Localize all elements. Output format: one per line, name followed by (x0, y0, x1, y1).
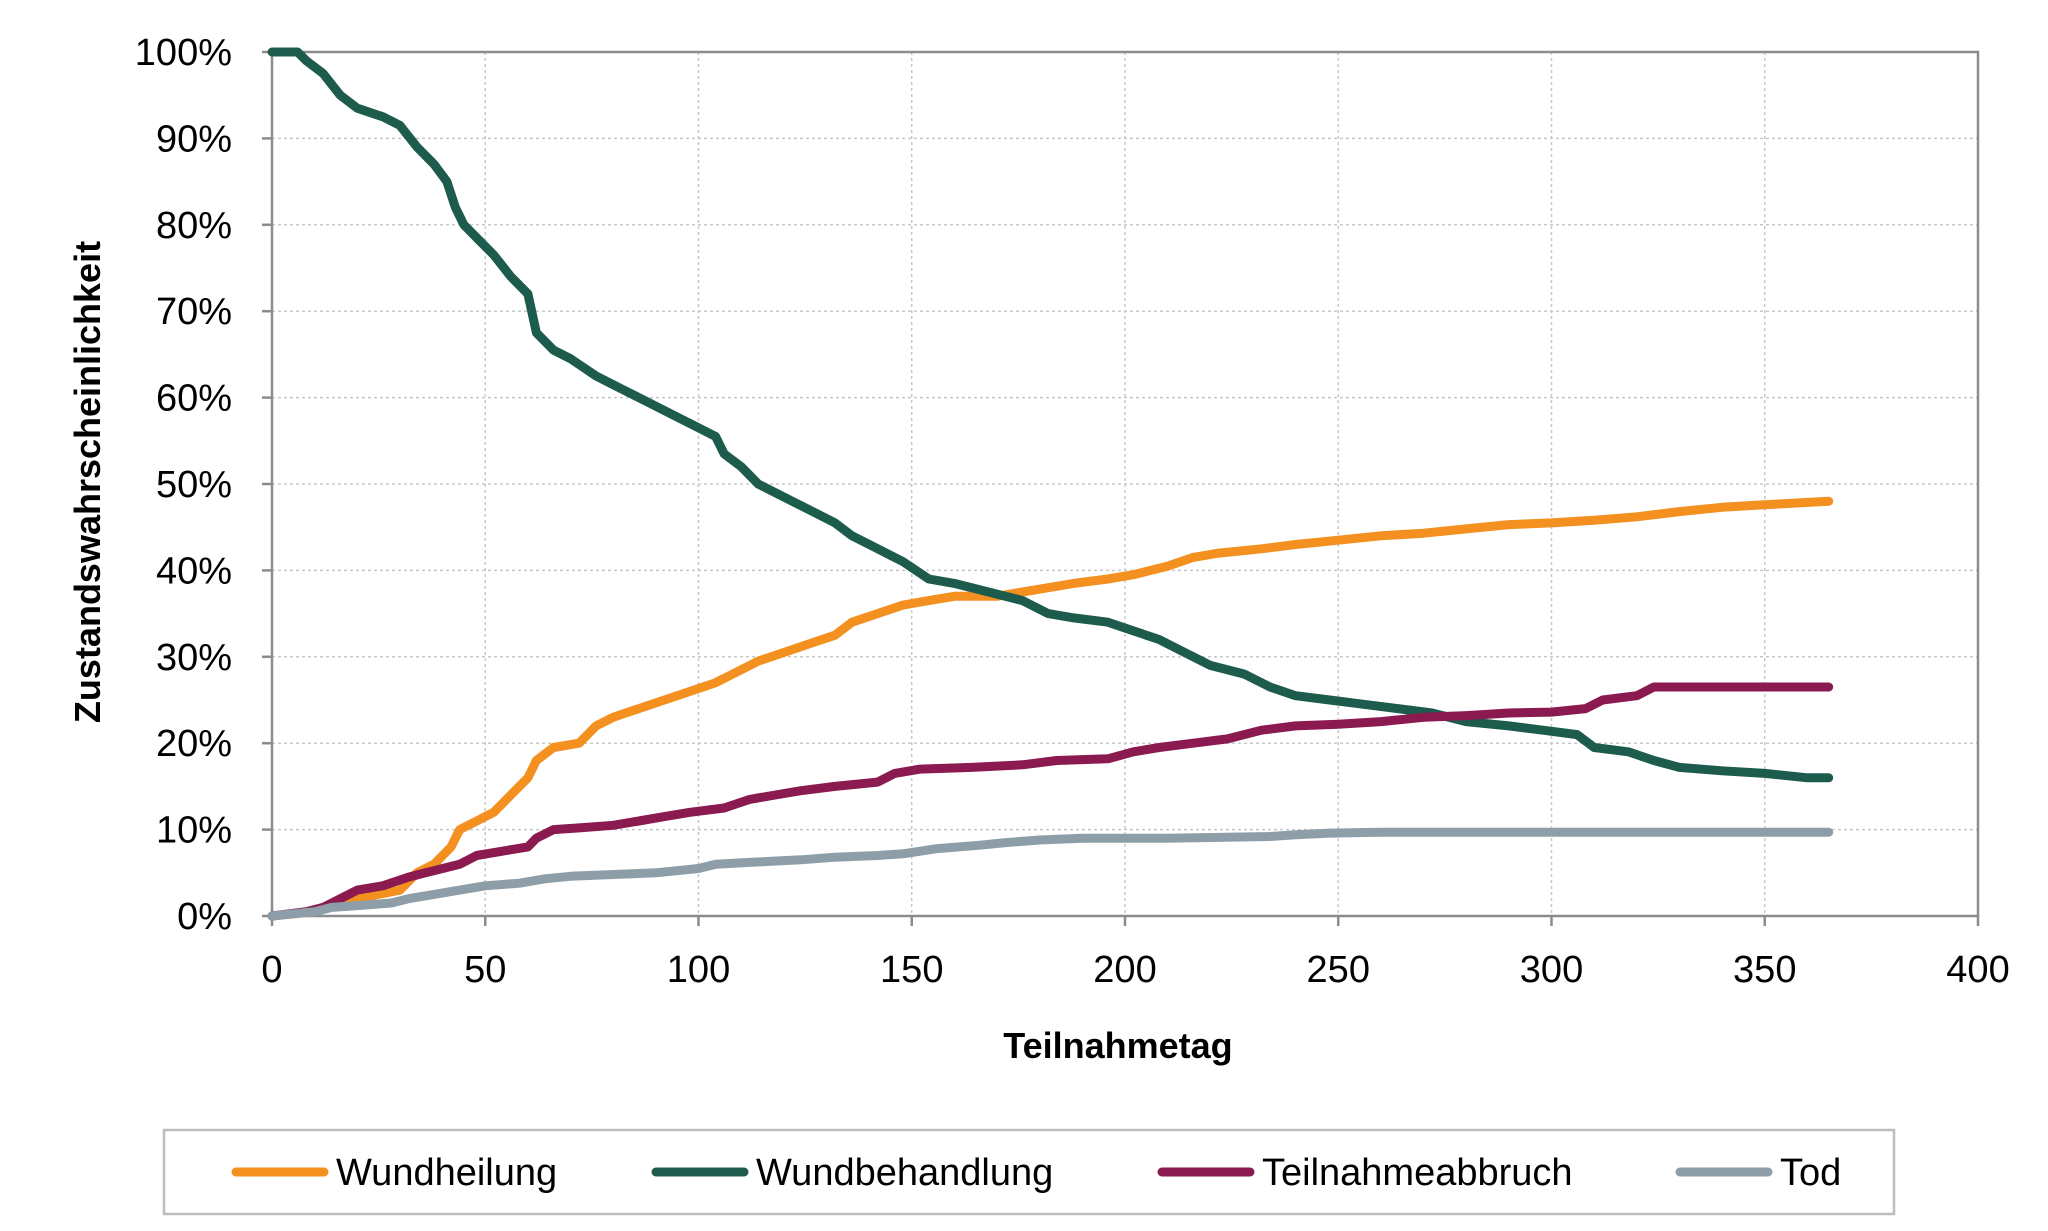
y-tick-label: 50% (156, 464, 232, 506)
legend-label-wundheilung: Wundheilung (336, 1152, 557, 1194)
y-tick-label: 80% (156, 205, 232, 247)
legend-label-teilnahmeabbruch: Teilnahmeabbruch (1262, 1152, 1573, 1194)
gridlines (272, 52, 1978, 916)
x-tick-label: 50 (464, 949, 506, 991)
x-tick-label: 300 (1520, 949, 1583, 991)
legend-items: Wundheilung Wundbehandlung Teilnahmeabbruc… (231, 1152, 1841, 1194)
legend-label-tod: Tod (1780, 1152, 1841, 1194)
tick-labels: 0% 10% 20% 30% 40% 50% 60% 70% 80% 90% 100% 0 50 100 1… (135, 32, 2010, 991)
series-line-wundheilung (267, 496, 1834, 921)
x-tick-label: 250 (1307, 949, 1370, 991)
series-line-wundbehandlung (267, 47, 1834, 783)
x-tick-label: 0 (261, 949, 282, 991)
y-tick-label: 70% (156, 291, 232, 333)
axes (262, 50, 1980, 926)
x-tick-label: 150 (880, 949, 943, 991)
x-tick-label: 200 (1093, 949, 1156, 991)
x-tick-label: 100 (667, 949, 730, 991)
legend-box (162, 1128, 1896, 1216)
x-axis-title: Teilnahmetag (1003, 1025, 1232, 1066)
y-tick-label: 60% (156, 378, 232, 420)
series-lines (267, 47, 1834, 921)
y-axis-title: Zustandswahrscheinlichkeit (67, 241, 108, 723)
y-tick-label: 10% (156, 810, 232, 852)
legend-label-wundbehandlung: Wundbehandlung (756, 1152, 1053, 1194)
y-tick-label: 0% (177, 896, 232, 938)
y-tick-label: 20% (156, 723, 232, 765)
series-line-tod (267, 827, 1834, 921)
x-tick-label: 400 (1946, 949, 2009, 991)
y-tick-label: 30% (156, 637, 232, 679)
x-tick-label: 350 (1733, 949, 1796, 991)
y-tick-label: 40% (156, 550, 232, 592)
series-line-teilnahmeabbruch (267, 682, 1834, 921)
y-tick-label: 90% (156, 118, 232, 160)
y-tick-label: 100% (135, 32, 232, 74)
legend: Wundheilung Wundbehandlung Teilnahmeabbruc… (162, 1128, 1896, 1216)
